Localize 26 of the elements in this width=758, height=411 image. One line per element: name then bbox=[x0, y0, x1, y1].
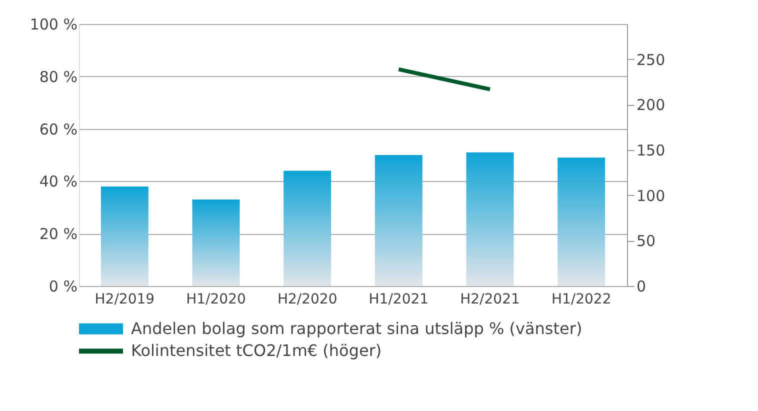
legend-label: Andelen bolag som rapporterat sina utsläpp % (vänster) bbox=[131, 318, 582, 338]
x-tick-label: H1/2021 bbox=[368, 292, 429, 308]
x-tick-label: H1/2022 bbox=[551, 292, 612, 308]
y-tick-label: 100 % bbox=[30, 16, 78, 34]
y2-tick-label: 50 bbox=[636, 232, 656, 250]
bar bbox=[284, 170, 332, 286]
legend-label: Kolintensitet tCO2/1m€ (höger) bbox=[131, 341, 382, 360]
y-tick-label: 80 % bbox=[39, 68, 78, 86]
bar bbox=[558, 158, 606, 286]
bar bbox=[374, 155, 422, 286]
x-tick-label: H2/2019 bbox=[94, 292, 155, 308]
bar bbox=[100, 186, 148, 286]
bar bbox=[466, 152, 514, 286]
y2-tick-label: 0 bbox=[636, 278, 646, 296]
y2-tick-label: 100 bbox=[636, 186, 666, 205]
y-tick-label: 20 % bbox=[39, 225, 78, 244]
x-tick-label: H1/2020 bbox=[186, 292, 246, 308]
y-tick-label: 0 % bbox=[48, 278, 78, 296]
y2-tick-label: 150 bbox=[636, 142, 666, 160]
y-tick-label: 60 % bbox=[39, 120, 78, 138]
x-tick-label: H2/2021 bbox=[460, 292, 520, 308]
x-tick-label: H2/2020 bbox=[277, 292, 338, 308]
y2-tick-label: 250 bbox=[636, 50, 666, 69]
y-tick-label: 40 % bbox=[39, 172, 78, 191]
bar bbox=[192, 200, 240, 286]
y2-tick-label: 200 bbox=[636, 96, 666, 114]
